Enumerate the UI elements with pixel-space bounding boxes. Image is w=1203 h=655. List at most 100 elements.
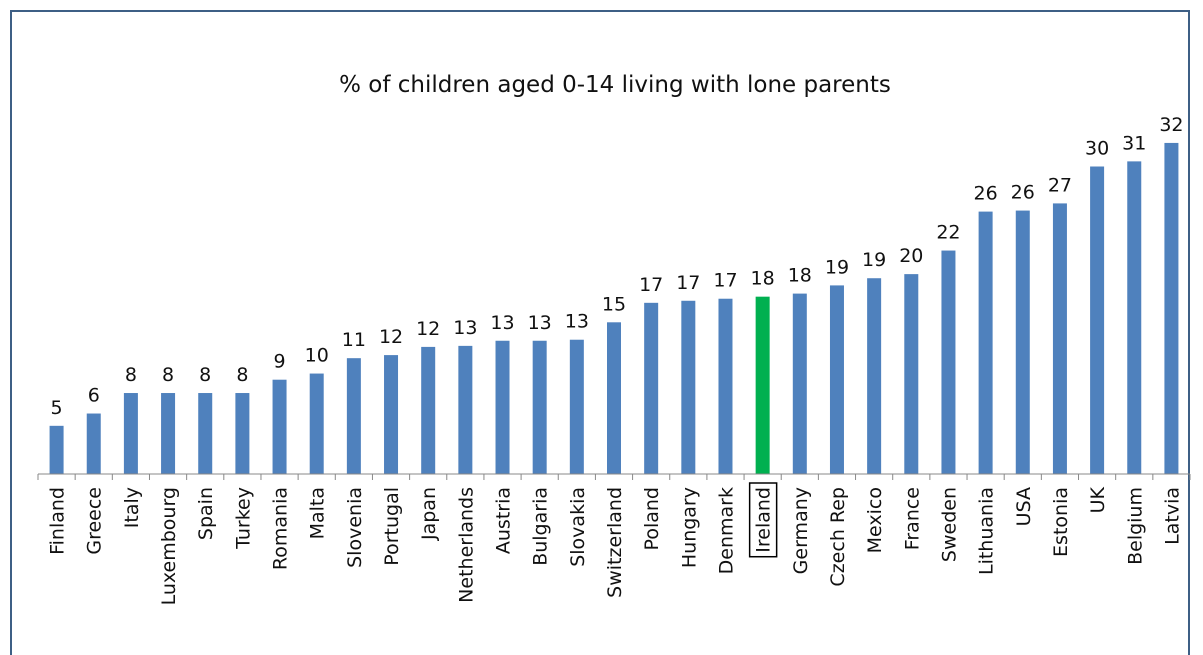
category-label-latvia: Latvia — [1161, 487, 1183, 545]
value-label-spain: 8 — [199, 364, 211, 386]
value-label-portugal: 12 — [379, 326, 403, 348]
bar-greece — [86, 413, 101, 474]
value-label-germany: 18 — [788, 265, 812, 287]
bars-layer — [49, 142, 1179, 475]
value-label-belgium: 31 — [1122, 132, 1146, 154]
bar-estonia — [1052, 203, 1067, 474]
category-label-group-spain: Spain — [195, 487, 217, 540]
category-label-group-italy: Italy — [121, 487, 143, 528]
bar-portugal — [384, 355, 399, 474]
category-label-denmark: Denmark — [715, 487, 737, 574]
category-label-greece: Greece — [84, 487, 106, 555]
category-label-austria: Austria — [493, 487, 515, 554]
bar-romania — [272, 379, 287, 474]
value-label-finland: 5 — [51, 397, 63, 419]
value-label-czech-rep: 19 — [825, 256, 849, 278]
category-label-romania: Romania — [270, 487, 292, 570]
chart-title: % of children aged 0-14 living with lone… — [339, 72, 891, 98]
category-label-netherlands: Netherlands — [455, 487, 477, 603]
bar-turkey — [235, 393, 250, 474]
bar-czech-rep — [829, 285, 844, 474]
category-label-group-slovakia: Slovakia — [567, 487, 589, 567]
value-label-netherlands: 13 — [453, 317, 477, 339]
bar-slovakia — [569, 339, 584, 474]
value-label-hungary: 17 — [676, 272, 700, 294]
category-label-belgium: Belgium — [1124, 487, 1146, 565]
value-label-poland: 17 — [639, 274, 663, 296]
bar-mexico — [867, 278, 882, 474]
category-label-sweden: Sweden — [938, 487, 960, 562]
value-label-mexico: 19 — [862, 249, 886, 271]
category-label-group-sweden: Sweden — [938, 487, 960, 562]
category-label-mexico: Mexico — [864, 487, 886, 553]
category-label-group-luxembourg: Luxembourg — [158, 487, 180, 605]
category-label-group-austria: Austria — [493, 487, 515, 554]
category-label-luxembourg: Luxembourg — [158, 487, 180, 605]
bar-austria — [495, 340, 510, 474]
category-label-poland: Poland — [641, 487, 663, 550]
category-label-group-netherlands: Netherlands — [455, 487, 477, 603]
value-label-turkey: 8 — [236, 364, 248, 386]
bar-hungary — [681, 300, 696, 474]
category-label-slovenia: Slovenia — [344, 487, 366, 568]
category-label-group-uk: UK — [1087, 486, 1109, 513]
value-label-luxembourg: 8 — [162, 364, 174, 386]
category-label-estonia: Estonia — [1050, 487, 1072, 557]
category-label-usa: USA — [1013, 487, 1035, 526]
category-label-group-malta: Malta — [307, 487, 329, 539]
bar-latvia — [1164, 142, 1179, 475]
category-label-france: France — [901, 487, 923, 550]
category-label-germany: Germany — [790, 487, 812, 574]
value-label-sweden: 22 — [936, 222, 960, 244]
category-label-group-belgium: Belgium — [1124, 487, 1146, 565]
bar-germany — [792, 293, 807, 474]
bar-japan — [421, 346, 436, 474]
value-label-estonia: 27 — [1048, 174, 1072, 196]
bar-switzerland — [607, 322, 621, 474]
value-label-switzerland: 15 — [602, 293, 626, 315]
category-label-hungary: Hungary — [678, 487, 700, 568]
category-label-finland: Finland — [47, 487, 69, 555]
value-label-austria: 13 — [490, 312, 514, 334]
value-label-latvia: 32 — [1159, 114, 1183, 136]
value-label-usa: 26 — [1011, 182, 1035, 204]
bar-denmark — [718, 298, 733, 474]
category-label-portugal: Portugal — [381, 487, 403, 566]
value-label-malta: 10 — [305, 345, 329, 367]
category-label-spain: Spain — [195, 487, 217, 540]
category-label-group-finland: Finland — [47, 487, 69, 555]
category-label-switzerland: Switzerland — [604, 487, 626, 598]
value-label-slovenia: 11 — [342, 329, 366, 351]
bar-lithuania — [978, 211, 993, 474]
category-label-group-slovenia: Slovenia — [344, 487, 366, 568]
bar-sweden — [941, 250, 956, 474]
value-label-ireland: 18 — [751, 268, 775, 290]
value-label-italy: 8 — [125, 364, 137, 386]
category-label-group-greece: Greece — [84, 487, 106, 555]
category-label-group-hungary: Hungary — [678, 487, 700, 568]
category-label-slovakia: Slovakia — [567, 487, 589, 567]
category-label-bulgaria: Bulgaria — [530, 487, 552, 566]
bar-malta — [309, 373, 324, 474]
category-label-lithuania: Lithuania — [976, 487, 998, 575]
category-label-group-latvia: Latvia — [1161, 487, 1183, 545]
bar-slovenia — [346, 358, 361, 474]
category-label-group-denmark: Denmark — [715, 487, 737, 574]
bar-netherlands — [458, 345, 473, 474]
value-label-bulgaria: 13 — [528, 312, 552, 334]
value-label-slovakia: 13 — [565, 311, 589, 333]
chart-frame — [10, 10, 1190, 655]
category-label-group-lithuania: Lithuania — [976, 487, 998, 575]
value-label-greece: 6 — [88, 385, 100, 407]
category-label-group-germany: Germany — [790, 487, 812, 574]
bar-uk — [1090, 166, 1105, 474]
category-label-turkey: Turkey — [232, 487, 254, 550]
category-label-group-usa: USA — [1013, 487, 1035, 526]
bar-france — [904, 274, 919, 474]
category-label-group-portugal: Portugal — [381, 487, 403, 566]
bar-luxembourg — [161, 393, 176, 474]
category-label-group-romania: Romania — [270, 487, 292, 570]
category-label-group-bulgaria: Bulgaria — [530, 487, 552, 566]
bar-usa — [1015, 210, 1030, 474]
